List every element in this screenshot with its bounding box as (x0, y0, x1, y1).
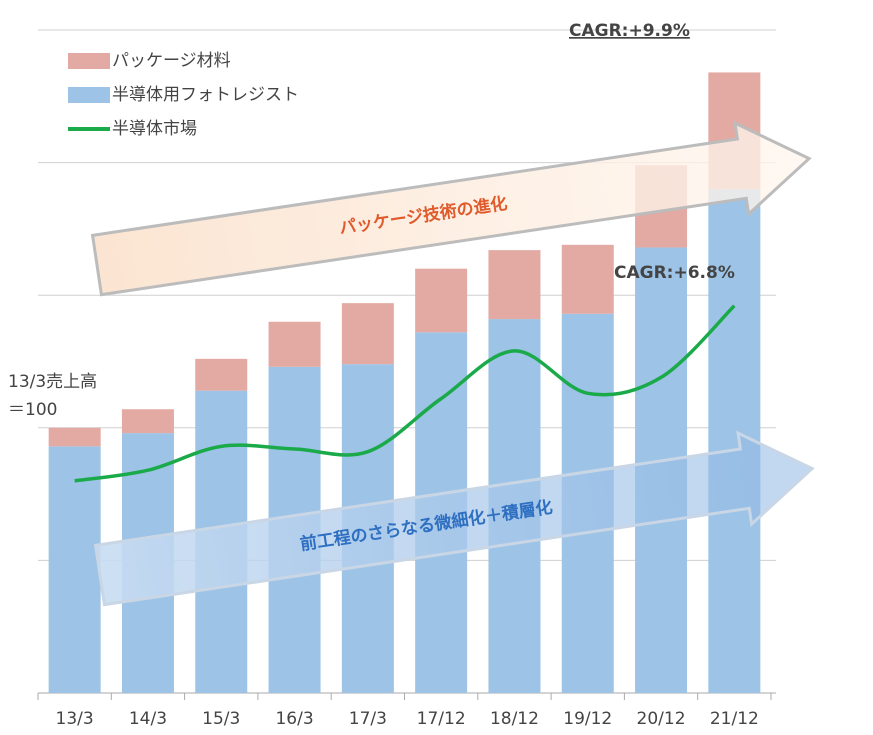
x-tick-label: 18/12 (490, 709, 539, 729)
trend-arrow: 前工程のさらなる微細化＋積層化 (93, 430, 815, 607)
legend-swatch (68, 53, 110, 69)
x-tick-label: 17/3 (349, 709, 387, 729)
legend-label: 半導体市場 (112, 119, 197, 139)
legend-swatch (68, 87, 110, 103)
x-tick-label: 15/3 (202, 709, 240, 729)
bar-segment (48, 446, 101, 693)
bar-segment (48, 427, 101, 447)
trend-arrow: パッケージ技術の進化 (90, 120, 812, 297)
base-note: 13/3売上高 (8, 372, 97, 392)
x-tick-label: 21/12 (710, 709, 759, 729)
x-tick-label: 13/3 (56, 709, 94, 729)
x-tick-label: 20/12 (637, 709, 686, 729)
cagr-market: CAGR:+6.8% (614, 263, 735, 283)
bar-segment (488, 250, 541, 320)
arrow-shape (90, 120, 812, 297)
x-tick-label: 19/12 (563, 709, 612, 729)
bar-segment (268, 321, 321, 367)
x-tick-label: 16/3 (275, 709, 313, 729)
cagr-package: CAGR:+9.9% (569, 21, 690, 41)
bar-segment (341, 303, 394, 365)
labels: 13/3 14/3 15/3 16/3 17/3 17/12 18/12 19/12 20/12… (8, 21, 759, 729)
arrow-shape (93, 430, 815, 607)
legend-label: 半導体用フォトレジスト (112, 85, 299, 105)
base-note: ＝100 (8, 400, 57, 420)
market-line (74, 304, 736, 483)
x-tick-label: 14/3 (129, 709, 167, 729)
legend-label: パッケージ材料 (112, 51, 231, 71)
lines (74, 304, 736, 483)
bar-segment (561, 244, 614, 314)
bar-segment (195, 358, 248, 391)
bar-segment (121, 409, 174, 434)
x-tick-label: 17/12 (417, 709, 466, 729)
bar-segment (415, 268, 468, 333)
